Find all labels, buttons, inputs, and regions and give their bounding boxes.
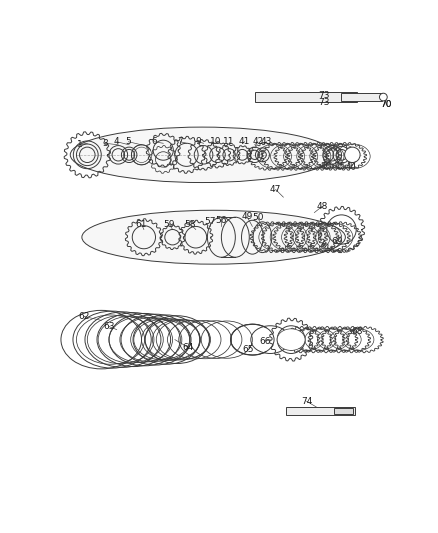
- Text: 59: 59: [164, 220, 175, 229]
- Text: 9: 9: [195, 137, 201, 146]
- Text: 63: 63: [103, 322, 115, 331]
- Text: 61: 61: [136, 220, 147, 229]
- Text: 50: 50: [252, 213, 264, 222]
- Text: 74: 74: [301, 397, 312, 406]
- Text: 41: 41: [239, 137, 250, 146]
- Text: 4: 4: [114, 137, 120, 146]
- Text: 70: 70: [381, 100, 392, 109]
- Polygon shape: [334, 408, 353, 414]
- Text: 47: 47: [270, 185, 281, 194]
- Text: 73: 73: [319, 98, 330, 107]
- Text: 62: 62: [78, 312, 90, 321]
- Text: 56: 56: [215, 216, 227, 225]
- Ellipse shape: [277, 329, 305, 350]
- Text: 66: 66: [260, 337, 271, 346]
- Text: 58: 58: [185, 220, 196, 229]
- Text: 68: 68: [351, 327, 363, 336]
- Text: 43: 43: [261, 137, 272, 146]
- Text: 44: 44: [346, 162, 357, 171]
- Text: 6: 6: [151, 137, 157, 146]
- Text: 73: 73: [319, 91, 330, 100]
- Polygon shape: [286, 407, 356, 415]
- Text: 46: 46: [320, 162, 332, 171]
- Ellipse shape: [70, 127, 334, 182]
- Text: 10: 10: [210, 137, 222, 146]
- Polygon shape: [255, 92, 357, 102]
- Text: 45: 45: [335, 162, 346, 171]
- Circle shape: [379, 93, 387, 101]
- Text: 3: 3: [102, 139, 108, 148]
- Text: 5: 5: [126, 137, 131, 146]
- Text: 70: 70: [381, 100, 392, 109]
- Text: 7: 7: [177, 137, 183, 146]
- Text: 69: 69: [332, 237, 343, 246]
- Ellipse shape: [82, 210, 346, 264]
- Text: 67: 67: [282, 330, 293, 339]
- Text: 65: 65: [243, 345, 254, 354]
- Ellipse shape: [345, 147, 360, 163]
- Text: 1: 1: [77, 140, 82, 149]
- Polygon shape: [342, 93, 382, 101]
- Text: 57: 57: [204, 217, 215, 227]
- Text: 42: 42: [252, 137, 263, 146]
- Text: 64: 64: [182, 343, 194, 352]
- Text: 48: 48: [316, 202, 328, 211]
- Text: 49: 49: [241, 212, 253, 221]
- Text: 11: 11: [223, 137, 235, 146]
